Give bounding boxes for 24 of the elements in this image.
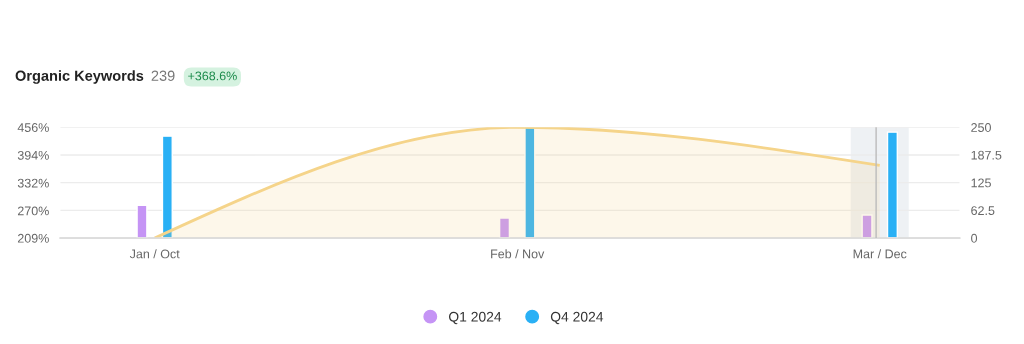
chart-subtitle: 239 (151, 70, 175, 81)
y2-tick-label: 0 (971, 233, 978, 243)
y-tick-label: 209% (17, 233, 49, 243)
y-tick-label: 332% (17, 178, 49, 188)
bar (161, 135, 173, 239)
bar (498, 217, 511, 239)
y2-tick-label: 62.5 (971, 206, 995, 216)
legend-label: Q4 2024 (550, 311, 604, 325)
y2-tick-label: 250 (971, 123, 991, 132)
y2-tick-label: 187.5 (971, 150, 1002, 160)
text: +368.6% (188, 71, 237, 81)
chart-title: Organic Keywords (15, 70, 144, 84)
bar (524, 127, 536, 239)
bar (886, 131, 899, 239)
y-tick-label: 270% (17, 206, 49, 216)
bar (136, 204, 148, 239)
x-tick-label: Feb / Nov (491, 249, 545, 259)
x-tick-label: Mar / Dec (853, 249, 907, 259)
y-tick-label: 394% (17, 150, 49, 160)
bar (861, 214, 873, 239)
x-tick-label: Jan / Oct (129, 249, 180, 259)
y-tick-label: 456% (17, 123, 49, 132)
y2-tick-label: 125 (971, 178, 991, 188)
legend-label: Q1 2024 (449, 311, 502, 325)
